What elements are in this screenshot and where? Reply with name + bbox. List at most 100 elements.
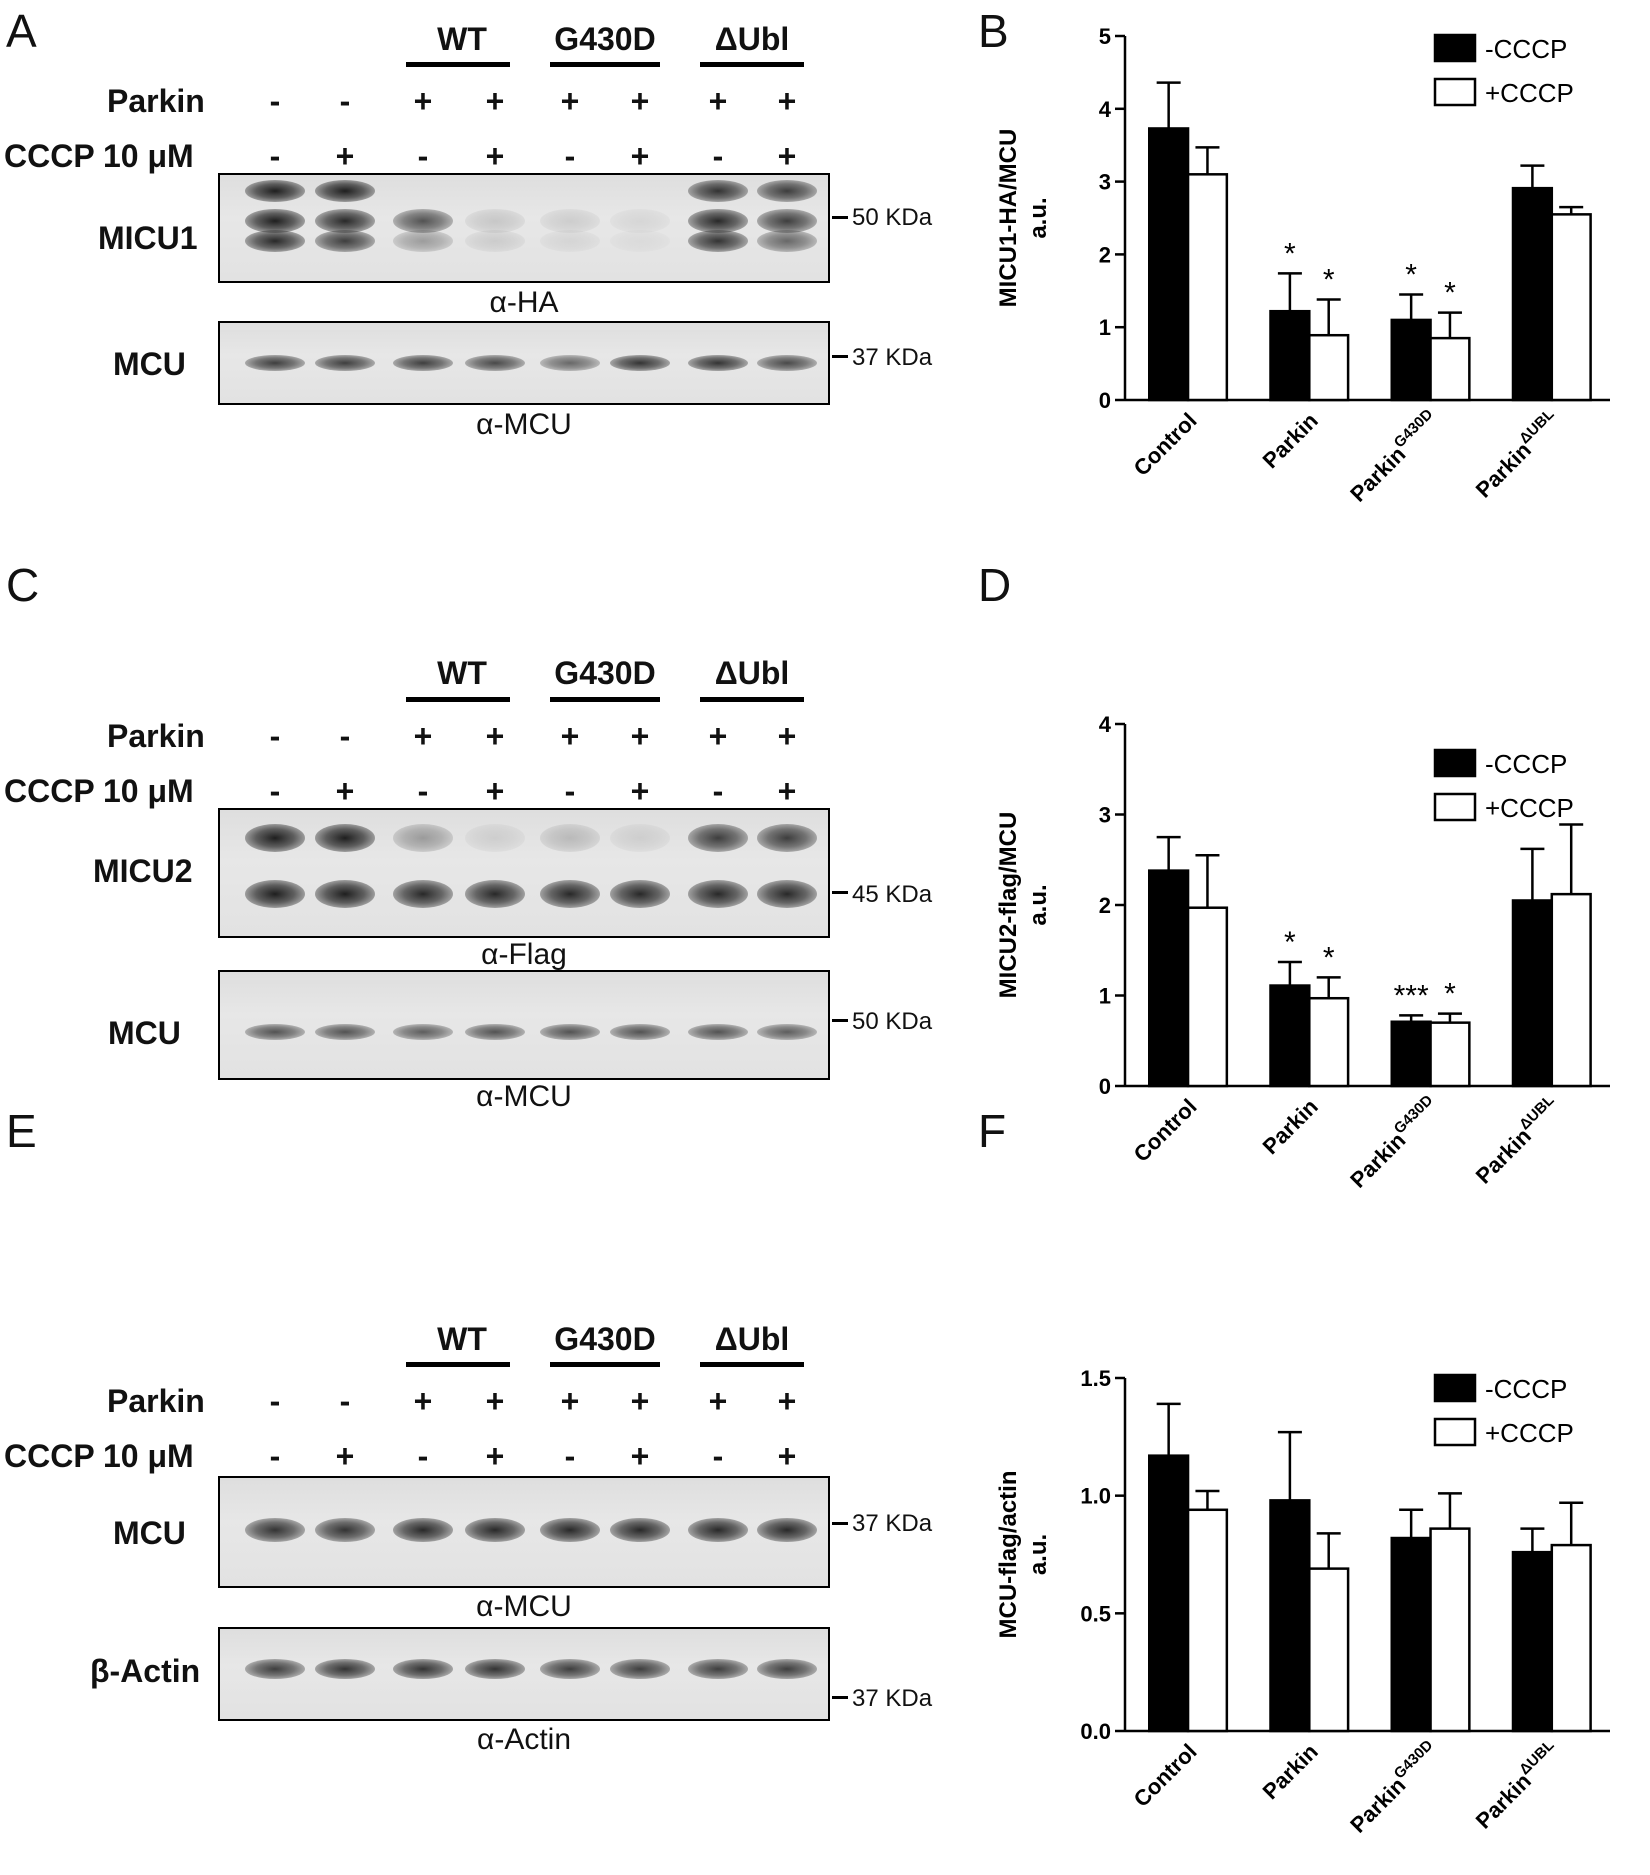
y-tick-label: 0 [1099, 1074, 1111, 1099]
cccp-sign-3: - [417, 138, 429, 174]
y-tick-label: 1.5 [1080, 1366, 1111, 1391]
x-tick-label-group: Parkin [1258, 1094, 1323, 1159]
blot-band [610, 355, 670, 371]
blot-band [540, 230, 600, 252]
antibody-label-mcu: α-MCU [476, 408, 572, 441]
mw-label-37kda: 37 KDa [852, 1685, 933, 1712]
group-label-wt: WT [437, 655, 487, 691]
x-tick-label-group: ParkinG430D [1343, 1092, 1444, 1193]
antibody-label-mcu: α-MCU [476, 1590, 572, 1623]
blot-band [245, 1518, 305, 1542]
blot-band [540, 209, 600, 233]
band-label-mcu: MCU [113, 1515, 186, 1551]
panel-letter-d: D [978, 559, 1012, 611]
bar-chart-b: 0 1 2 3 4 5 MICU1-HA/MCU a.u. Control * * Parkin * * P… [995, 24, 1610, 507]
panel-letter-e: E [6, 1105, 37, 1157]
significance-marker: * [1444, 978, 1456, 1011]
bar [1308, 333, 1350, 402]
blot-micu1 [218, 173, 830, 283]
mw-tick [832, 891, 848, 894]
x-tick-superscript: ΔUBL [1516, 1737, 1557, 1778]
antibody-label-ha: α-HA [489, 286, 559, 319]
blot-actin [218, 1627, 830, 1721]
group-bar-g430d [550, 62, 660, 67]
blot-band [393, 1024, 453, 1040]
blot-band [315, 180, 375, 202]
group-label-wt: WT [437, 21, 487, 57]
legend-label: +CCCP [1485, 793, 1574, 823]
blot-band [610, 1024, 670, 1040]
legend-label: -CCCP [1485, 1374, 1567, 1404]
cccp-sign-6: + [630, 1438, 650, 1474]
blot-band [315, 230, 375, 252]
blot-band [315, 1659, 375, 1679]
y-tick-label: 0.0 [1080, 1719, 1111, 1744]
x-tick-label-group: ParkinΔUBL [1469, 406, 1566, 503]
parkin-sign-2: - [339, 1383, 351, 1419]
blot-band [245, 1659, 305, 1679]
parkin-sign-7: + [708, 83, 728, 119]
group-label-wt: WT [437, 1321, 487, 1357]
group-label-g430d: G430D [554, 1321, 656, 1357]
blot-band [315, 1518, 375, 1542]
blot-band [610, 1518, 670, 1542]
bar [1511, 186, 1554, 402]
cccp-sign-2: + [335, 773, 355, 809]
parkin-sign-4: + [485, 718, 505, 754]
x-tick-label-group: ParkinΔUBL [1469, 1737, 1566, 1834]
parkin-sign-7: + [708, 1383, 728, 1419]
blot-band [757, 1024, 817, 1040]
legend-label: -CCCP [1485, 749, 1567, 779]
blot-band [393, 209, 453, 233]
x-tick-label: Control [1129, 1094, 1202, 1167]
mw-tick [832, 1696, 848, 1699]
blot-band [757, 1518, 817, 1542]
blot-mcu [218, 321, 830, 405]
significance-marker: * [1284, 237, 1296, 270]
y-tick-label: 3 [1099, 803, 1111, 828]
blot-band [757, 355, 817, 371]
blot-band [540, 824, 600, 852]
bar [1511, 1550, 1554, 1733]
cccp-sign-6: + [630, 138, 650, 174]
group-bar-wt [406, 62, 510, 67]
band-label-mcu: MCU [113, 346, 186, 382]
y-tick-label: 0 [1099, 388, 1111, 413]
group-bar-wt [406, 1362, 510, 1367]
blot-band [540, 1518, 600, 1542]
bar [1390, 1536, 1432, 1733]
parkin-sign-6: + [630, 1383, 650, 1419]
blot-band [465, 230, 525, 252]
mw-tick [832, 216, 848, 219]
blot-band [688, 880, 748, 908]
parkin-sign-5: + [560, 718, 580, 754]
blot-band [315, 209, 375, 233]
y-axis-label: MICU1-HA/MCU [995, 129, 1022, 308]
blot-band [610, 880, 670, 908]
bar [1429, 1021, 1471, 1088]
blot-band [245, 209, 305, 233]
y-tick-label: 3 [1099, 170, 1111, 195]
y-tick-label: 4 [1099, 712, 1112, 737]
bar [1550, 892, 1592, 1088]
blot-band [688, 355, 748, 371]
y-tick-label: 2 [1099, 893, 1111, 918]
blot-band [465, 1024, 525, 1040]
blot-band [610, 230, 670, 252]
blot-band [757, 824, 817, 852]
y-axis-label-unit: a.u. [1025, 1534, 1052, 1575]
cccp-sign-5: - [564, 138, 576, 174]
bar [1186, 1508, 1229, 1733]
cccp-sign-5: - [564, 1438, 576, 1474]
legend-label: -CCCP [1485, 34, 1567, 64]
panel-letter-b: B [978, 5, 1009, 57]
x-tick-superscript: G430D [1391, 1737, 1437, 1783]
blot-band [757, 880, 817, 908]
x-tick-label-group: Parkin [1258, 1739, 1323, 1804]
blot-band [540, 1024, 600, 1040]
cccp-row-label: CCCP 10 μM [4, 773, 194, 809]
blot-band [315, 824, 375, 852]
x-tick-label: Control [1129, 408, 1202, 481]
y-axis-label: MICU2-flag/MCU [995, 812, 1022, 999]
mw-label-50kda: 50 KDa [852, 1008, 933, 1035]
